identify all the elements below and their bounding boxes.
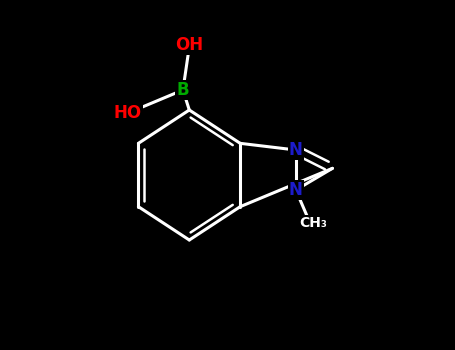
Text: B: B xyxy=(177,81,189,99)
Text: OH: OH xyxy=(175,36,203,54)
Text: CH₃: CH₃ xyxy=(300,216,328,230)
Text: N: N xyxy=(289,141,303,159)
Text: HO: HO xyxy=(113,104,142,122)
Text: N: N xyxy=(289,181,303,199)
